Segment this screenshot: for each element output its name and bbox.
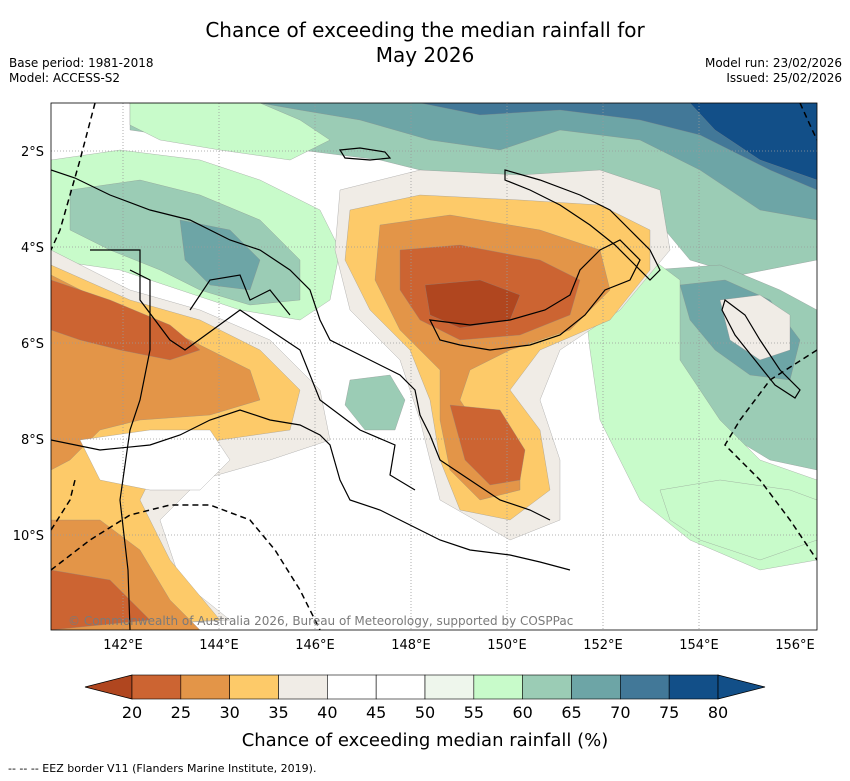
colorbar-tick-label: 25 <box>171 703 191 722</box>
colorbar-cells <box>131 674 719 700</box>
colorbar: 20 25 30 35 40 45 50 55 60 65 70 75 80 <box>84 674 766 722</box>
meta-left: Base period: 1981-2018 Model: ACCESS-S2 <box>9 56 154 86</box>
region-dry-south-lobe <box>449 404 526 486</box>
lon-label-144: 144°E <box>199 638 239 653</box>
colorbar-cell <box>375 674 426 700</box>
colorbar-tick-label: 80 <box>708 703 728 722</box>
colorbar-cell <box>327 674 377 700</box>
colorbar-cell <box>424 674 475 700</box>
colorbar-cell <box>522 674 572 700</box>
lon-label-148: 148°E <box>391 638 431 653</box>
colorbar-cell <box>620 674 670 700</box>
colorbar-cell <box>473 674 523 700</box>
lon-label-152: 152°E <box>583 638 623 653</box>
colorbar-tick-label: 65 <box>561 703 581 722</box>
lat-label-10s: 10°S <box>13 529 44 544</box>
coast-new-guinea-north <box>51 169 551 521</box>
eez-southwest <box>51 504 321 630</box>
colorbar-right-arrow <box>717 674 766 700</box>
lat-label-4s: 4°S <box>21 241 44 256</box>
title-line-1: Chance of exceeding the median rainfall … <box>205 18 645 42</box>
lon-label-142: 142°E <box>103 638 143 653</box>
coast-bougainville <box>721 299 801 399</box>
title-line-2: May 2026 <box>375 43 475 67</box>
coastlines <box>51 147 801 630</box>
lon-label-146: 146°E <box>295 638 335 653</box>
coast-new-britain <box>428 239 641 351</box>
lon-axis: 142°E 144°E 146°E 148°E 150°E 152°E 154°… <box>103 638 815 653</box>
region-white-gulf <box>79 429 231 491</box>
colorbar-cell <box>180 674 230 700</box>
colorbar-left-arrow <box>84 674 133 700</box>
coast-provincial-border-2 <box>189 274 291 316</box>
model-name: Model: ACCESS-S2 <box>9 71 121 85</box>
eez-footnote: -- -- -- EEZ border V11 (Flanders Marine… <box>8 762 317 775</box>
map-frame <box>50 102 818 631</box>
lon-label-154: 154°E <box>679 638 719 653</box>
colorbar-tick-label: 70 <box>610 703 630 722</box>
region-wet-northeast-max <box>689 103 817 181</box>
region-dry-strong-southwest <box>51 569 151 630</box>
eez-northeast <box>799 103 817 141</box>
coast-west-border <box>119 269 151 630</box>
coast-provincial-border-1 <box>90 249 416 491</box>
colorbar-tick-label: 20 <box>122 703 142 722</box>
meta-right: Model run: 23/02/2026 Issued: 25/02/2026 <box>705 56 842 86</box>
colorbar-cell <box>668 674 719 700</box>
colorbar-cell <box>278 674 328 700</box>
map-title: Chance of exceeding the median rainfall … <box>0 18 850 68</box>
colorbar-tick-label: 75 <box>659 703 679 722</box>
lon-label-150: 150°E <box>487 638 527 653</box>
coast-new-ireland <box>504 169 661 281</box>
region-wet-west-core <box>179 219 261 291</box>
model-run: Model run: 23/02/2026 <box>704 56 842 70</box>
lat-label-6s: 6°S <box>21 337 44 352</box>
lat-label-2s: 2°S <box>21 145 44 160</box>
colorbar-cell <box>131 674 182 700</box>
colorbar-tick-label: 35 <box>268 703 288 722</box>
colorbar-tick-label: 60 <box>512 703 532 722</box>
lat-label-8s: 8°S <box>21 433 44 448</box>
colorbar-tick-label: 50 <box>415 703 435 722</box>
map-plot-area: © Commonwealth of Australia 2026, Bureau… <box>51 103 817 630</box>
eez-south-left <box>51 479 76 531</box>
colorbar-tick-label: 55 <box>464 703 484 722</box>
colorbar-cell <box>571 674 621 700</box>
graticule <box>51 103 817 630</box>
region-light-green-north <box>129 103 331 161</box>
colorbar-title: Chance of exceeding median rainfall (%) <box>241 730 609 751</box>
colorbar-ticks: 20 25 30 35 40 45 50 55 60 65 70 75 80 <box>122 703 728 722</box>
region-wet-small-patch <box>344 374 406 431</box>
lat-axis: 2°S 4°S 6°S 8°S 10°S <box>13 145 44 544</box>
colorbar-tick-label: 30 <box>219 703 239 722</box>
region-dry-west <box>51 279 201 361</box>
coast-new-guinea-south <box>51 409 571 571</box>
colorbar-cell <box>229 674 279 700</box>
copyright-notice: © Commonwealth of Australia 2026, Bureau… <box>68 614 573 628</box>
map-figure: © Commonwealth of Australia 2026, Bureau… <box>13 102 818 722</box>
base-period: Base period: 1981-2018 <box>9 56 154 70</box>
region-near-dry-east-island <box>719 294 791 361</box>
eez-west <box>51 103 96 251</box>
colorbar-tick-label: 45 <box>366 703 386 722</box>
eez-borders <box>51 103 817 630</box>
eez-southeast <box>724 349 817 561</box>
colorbar-tick-label: 40 <box>317 703 337 722</box>
issued-date: Issued: 25/02/2026 <box>726 71 842 85</box>
region-wet-north-inner <box>259 103 817 221</box>
coast-manus <box>338 147 392 161</box>
lon-label-156: 156°E <box>775 638 815 653</box>
